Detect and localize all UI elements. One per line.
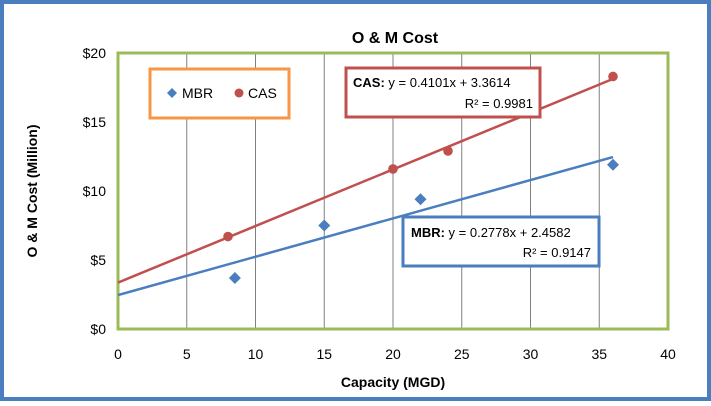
cas-equation-box [344, 66, 542, 119]
legend-mbr-marker-icon [167, 88, 177, 98]
x-tick-label-25: 25 [454, 346, 470, 362]
x-axis-label: Capacity (MGD) [341, 374, 445, 390]
x-tick-label-0: 0 [114, 346, 122, 362]
mbr-equation-r2: R² = 0.9147 [523, 245, 591, 260]
cas-equation-formula: y = 0.4101x + 3.3614 [385, 75, 511, 90]
legend-cas-label: CAS [248, 85, 277, 101]
cas-equation-r2: R² = 0.9981 [465, 96, 533, 111]
point-cas-0 [223, 231, 233, 242]
y-tick-label-0: $0 [90, 321, 106, 337]
chart-title: O & M Cost [352, 30, 439, 47]
point-cas-1 [388, 164, 398, 174]
point-mbr-1 [318, 219, 331, 232]
cas-equation-text: CAS: y = 0.4101x + 3.3614 [353, 75, 511, 90]
y-tick-labels: $0 $5 $10 $15 $20 [83, 45, 107, 337]
mbr-equation-label: MBR: [411, 225, 445, 240]
x-tick-label-40: 40 [660, 346, 676, 362]
legend: MBR CAS [148, 67, 291, 120]
point-mbr-3 [607, 158, 619, 171]
plot-area-border [116, 51, 670, 331]
point-cas-3 [608, 71, 618, 82]
x-tick-label-30: 30 [523, 346, 539, 362]
x-tick-label-10: 10 [248, 346, 264, 362]
point-mbr-2 [414, 193, 427, 206]
mbr-equation-formula: y = 0.2778x + 2.4582 [445, 225, 571, 240]
point-cas-2 [443, 146, 453, 156]
mbr-equation-text: MBR: y = 0.2778x + 2.4582 [411, 225, 571, 240]
legend-cas-marker-icon [234, 88, 244, 98]
y-tick-label-10: $10 [83, 183, 107, 199]
x-tick-labels: 0 5 10 15 20 25 30 35 40 [114, 346, 676, 362]
cas-equation-label: CAS: [353, 75, 385, 90]
cas-equation-annotation: CAS: y = 0.4101x + 3.3614 R² = 0.9981 [344, 66, 542, 119]
x-tick-label-35: 35 [591, 346, 607, 362]
x-tick-label-5: 5 [183, 346, 191, 362]
mbr-equation-annotation: MBR: y = 0.2778x + 2.4582 R² = 0.9147 [401, 215, 601, 268]
y-tick-label-15: $15 [83, 114, 107, 130]
mbr-equation-box [401, 215, 601, 268]
y-axis-label: O & M Cost (Million) [24, 125, 40, 258]
y-tick-label-20: $20 [83, 45, 107, 61]
y-tick-label-5: $5 [90, 252, 106, 268]
x-tick-label-15: 15 [316, 346, 332, 362]
data-points [223, 71, 619, 284]
trendline-mbr [117, 155, 614, 297]
legend-mbr-label: MBR [182, 85, 213, 101]
point-mbr-0 [228, 271, 241, 284]
x-tick-label-20: 20 [385, 346, 401, 362]
